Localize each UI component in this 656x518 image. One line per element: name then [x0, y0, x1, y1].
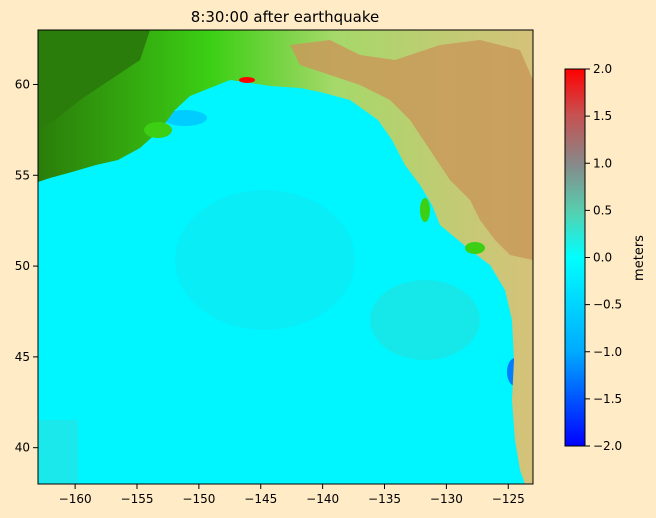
colorbar-tick-label: 2.0 — [593, 62, 612, 76]
y-tick-label: 45 — [15, 350, 30, 364]
wave-anomaly-center — [175, 190, 355, 330]
kodiak-island — [144, 122, 172, 138]
x-tick-label: −150 — [182, 492, 215, 506]
x-tick-label: −130 — [430, 492, 463, 506]
x-tick-label: −160 — [59, 492, 92, 506]
mountain-terrain — [290, 40, 533, 260]
haida-gwaii — [420, 198, 430, 222]
colorbar-tick-label: 1.5 — [593, 109, 612, 123]
wave-anomaly-east — [370, 280, 480, 360]
colorbar-tick-label: 0.5 — [593, 203, 612, 217]
colorbar-tick-label: −1.5 — [593, 392, 622, 406]
y-axis: 40 45 50 55 60 — [15, 77, 38, 455]
wave-peak-marker — [239, 77, 255, 83]
colorbar-tick-label: −0.5 — [593, 298, 622, 312]
y-tick-label: 60 — [15, 77, 30, 91]
colorbar-tick-label: −1.0 — [593, 345, 622, 359]
y-tick-label: 40 — [15, 441, 30, 455]
colorbar-tick-label: 1.0 — [593, 156, 612, 170]
x-tick-label: −135 — [368, 492, 401, 506]
vancouver-island — [465, 242, 485, 254]
colorbar-ticks: 2.0 1.5 1.0 0.5 0.0 −0.5 −1.0 −1.5 −2.0 — [585, 62, 622, 453]
x-tick-label: −140 — [306, 492, 339, 506]
map-plot-area — [38, 30, 533, 484]
x-tick-label: −145 — [244, 492, 277, 506]
plot-frame — [37, 29, 534, 485]
colorbar-tick-label: 0.0 — [593, 251, 612, 265]
forest-lowland — [38, 30, 150, 130]
y-tick-label: 55 — [15, 168, 30, 182]
x-axis: −160 −155 −150 −145 −140 −135 −130 −125 — [59, 484, 525, 506]
x-tick-label: −125 — [492, 492, 525, 506]
alaska-land — [38, 30, 533, 484]
wave-low-alaska-coast — [163, 110, 207, 126]
x-tick-label: −155 — [121, 492, 154, 506]
colorbar-tick-label: −2.0 — [593, 439, 622, 453]
chart-title: 8:30:00 after earthquake — [191, 8, 379, 26]
wave-anomaly-southwest — [38, 420, 78, 484]
y-tick-label: 50 — [15, 259, 30, 273]
colorbar — [564, 68, 586, 447]
colorbar-label: meters — [632, 235, 647, 281]
